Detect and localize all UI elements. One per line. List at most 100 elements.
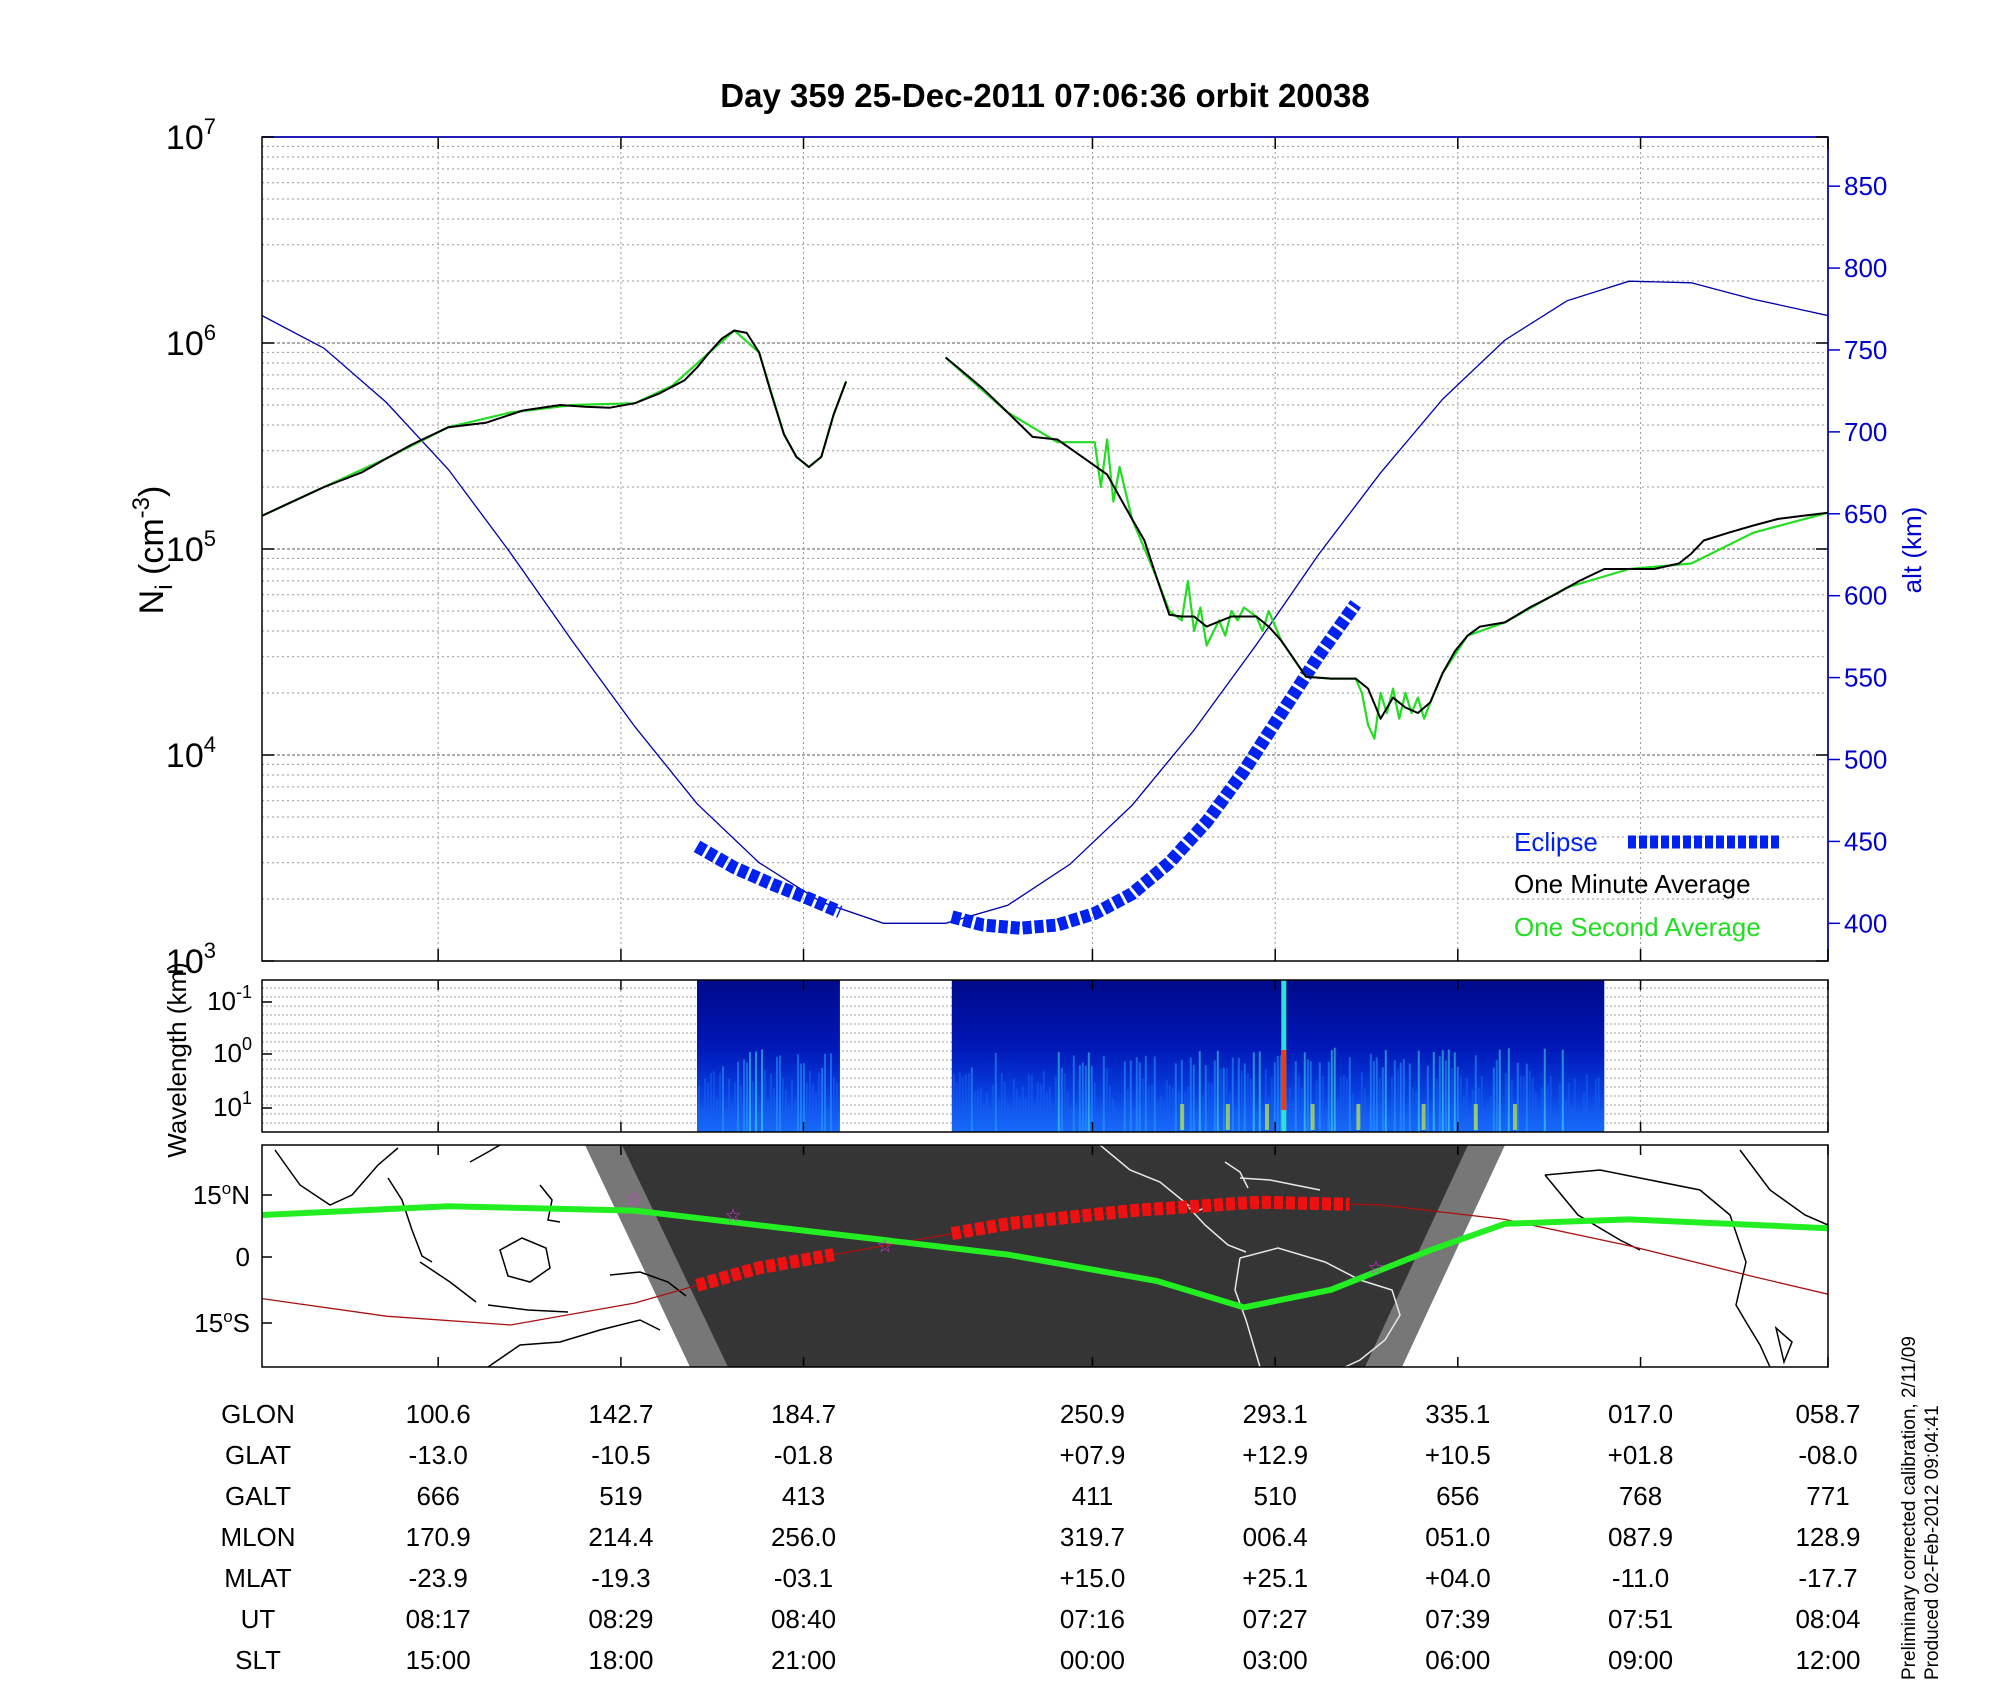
spectrogram-streak — [1438, 1055, 1441, 1132]
density-series — [262, 280, 1828, 935]
spectrogram-streak — [1147, 1085, 1150, 1132]
spectrogram-streak — [1468, 1115, 1471, 1132]
spectrogram-streak — [1366, 1111, 1369, 1132]
spectrogram-streak — [1381, 1067, 1384, 1132]
spectrogram-streak — [806, 1083, 808, 1132]
spectrogram-streak — [779, 1055, 781, 1132]
spectrogram-streak — [1243, 1063, 1246, 1132]
spectrogram-streak — [1075, 1105, 1078, 1132]
spectrogram-streak — [713, 1071, 715, 1132]
spectrogram-streak — [1399, 1062, 1402, 1132]
map-markers: ☆ ☆ ☆ ☆ — [625, 1189, 1384, 1279]
spectrogram-streak — [821, 1067, 823, 1132]
table-cell: 15:00 — [406, 1645, 471, 1675]
spectrogram-streak — [1507, 1048, 1510, 1132]
spectrogram-streak — [782, 1078, 784, 1132]
coastline-sumatra — [419, 1261, 477, 1303]
coastlines-day — [1544, 1149, 1828, 1367]
spectrogram-streak — [973, 1091, 976, 1132]
spectrogram-streak — [1180, 1059, 1183, 1132]
spectrogram-streak — [1360, 1072, 1363, 1132]
spectrogram-frame — [261, 979, 1829, 1133]
spectrogram-streak — [1315, 1080, 1318, 1132]
map-eclipse-segment — [950, 1195, 1350, 1241]
spectrogram-streak — [1021, 1086, 1024, 1132]
table-cell: +25.1 — [1242, 1563, 1308, 1593]
density-y-tick-exp: 4 — [204, 732, 216, 757]
spectrogram-y-tick-exp: 1 — [242, 1088, 252, 1108]
density-y-axis-label: Ni (cm-3) — [128, 486, 178, 615]
map-star-marker: ☆ — [876, 1236, 893, 1257]
spectrogram-streak — [728, 1079, 730, 1132]
spectrogram-streak — [710, 1072, 712, 1132]
table-row-label: UT — [241, 1604, 276, 1634]
table-row-label: GALT — [225, 1481, 291, 1511]
spectrogram-streak — [1390, 1077, 1393, 1132]
coastline-japan — [469, 1145, 501, 1163]
spectrogram-streak — [1327, 1061, 1330, 1132]
spectrogram-streak — [809, 1070, 811, 1132]
spectrogram-streak — [1567, 1082, 1570, 1132]
spectrogram-streak — [818, 1072, 820, 1132]
night-shade — [622, 1145, 1468, 1367]
spectrogram-streak — [1342, 1075, 1345, 1132]
spectrogram-streak — [1132, 1107, 1135, 1132]
table-cell: 250.9 — [1060, 1399, 1125, 1429]
spectrogram-streak — [1144, 1055, 1147, 1132]
spectrogram-streak — [1489, 1095, 1492, 1132]
spectrogram-streak — [1045, 1092, 1048, 1132]
spectrogram-streak — [767, 1101, 769, 1132]
coastline-indochina — [387, 1177, 433, 1263]
spectrogram-streak — [1258, 1051, 1261, 1132]
spectrogram-streak — [725, 1109, 727, 1132]
spectrogram-streak — [1093, 1082, 1096, 1132]
spectrogram-streak — [824, 1053, 826, 1132]
spectrogram-streak — [1372, 1061, 1375, 1132]
spectrogram-streak — [722, 1066, 724, 1132]
spectrogram-streak — [1000, 1073, 1003, 1132]
spectrogram-streak — [1249, 1078, 1252, 1132]
spectrogram-streak — [1171, 1087, 1174, 1132]
table-cell: 100.6 — [406, 1399, 471, 1429]
spectrogram-streak — [1435, 1078, 1438, 1132]
spectrogram-streak — [1333, 1047, 1336, 1132]
spectrogram-streak — [794, 1101, 796, 1132]
coastline-florida — [1224, 1161, 1249, 1189]
x-ticks — [437, 137, 1829, 1367]
table-cell: +07.9 — [1060, 1440, 1126, 1470]
table-cell: 051.0 — [1425, 1522, 1490, 1552]
coastlines-night — [1099, 1145, 1401, 1367]
spectrogram-streak — [1084, 1065, 1087, 1132]
density-legend: Eclipse One Minute Average One Second Av… — [1514, 827, 1780, 942]
spectrogram-streak — [1066, 1091, 1069, 1132]
altitude-y-tick-label: 400 — [1844, 908, 1887, 938]
table-row-label: MLON — [220, 1522, 295, 1552]
spectrogram-streak — [991, 1084, 994, 1132]
spectrogram-intense-band — [1473, 1104, 1478, 1130]
spectrogram-streak — [749, 1052, 751, 1132]
spectrogram-streak — [997, 1099, 1000, 1132]
spectrogram-streak — [1006, 1102, 1009, 1132]
spectrogram-y-tick-exp: -1 — [236, 982, 252, 1002]
spectrogram-streak — [770, 1073, 772, 1132]
spectrogram-streak — [1039, 1084, 1042, 1132]
spectrogram-streak — [1300, 1087, 1303, 1132]
spectrogram-streak — [1558, 1084, 1561, 1132]
spectrogram-streak — [1555, 1115, 1558, 1132]
table-cell: 510 — [1254, 1481, 1297, 1511]
coastline-east-africa — [1745, 1321, 1771, 1367]
spectrogram-streak — [985, 1092, 988, 1132]
spectrogram-streak — [1516, 1062, 1519, 1132]
spectrogram-streak — [1150, 1084, 1153, 1132]
table-cell: 08:17 — [406, 1604, 471, 1634]
table-cell: -03.1 — [774, 1563, 833, 1593]
table-cell: +01.8 — [1608, 1440, 1674, 1470]
table-cell: 058.7 — [1795, 1399, 1860, 1429]
spectrogram-streak — [1222, 1067, 1225, 1132]
map-star-marker: ☆ — [1367, 1258, 1384, 1279]
spectrogram-streak — [1453, 1052, 1456, 1132]
spectrogram-streak — [1576, 1112, 1579, 1132]
spectrogram-streak — [1465, 1078, 1468, 1132]
